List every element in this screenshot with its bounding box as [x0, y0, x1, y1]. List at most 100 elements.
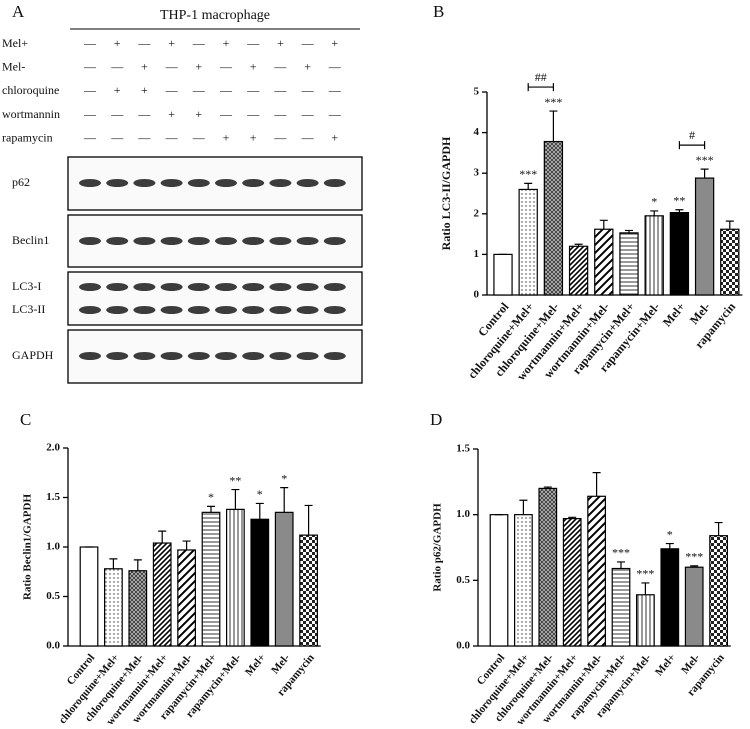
panel-label: A [12, 2, 25, 21]
condition-mark: — [219, 59, 233, 73]
significance: *** [636, 567, 654, 581]
band [296, 352, 319, 360]
band [215, 283, 237, 291]
error-bar [304, 504, 313, 536]
bar [669, 211, 690, 296]
condition-mark: — [83, 36, 97, 50]
band [79, 352, 101, 360]
panel-label: B [433, 2, 444, 21]
condition-mark: — [246, 36, 260, 50]
condition-mark: — [165, 83, 179, 97]
condition-mark: + [195, 59, 202, 73]
error-bar [549, 110, 558, 142]
bar [226, 508, 245, 647]
bar [709, 535, 728, 647]
band [242, 352, 265, 360]
error-bar [280, 487, 289, 513]
y-tick-label: 0.0 [46, 640, 60, 652]
condition-mark: + [331, 131, 338, 145]
error-bar [650, 210, 659, 216]
band [242, 283, 265, 291]
significance: *** [685, 550, 703, 564]
band [269, 283, 292, 291]
band [187, 352, 210, 360]
condition-mark: + [250, 131, 257, 145]
bar [694, 177, 715, 296]
band [160, 283, 183, 291]
y-tick-label: 1 [474, 248, 480, 260]
significance: * [257, 487, 263, 501]
significance: *** [519, 167, 537, 181]
band [296, 179, 319, 187]
error-bar [568, 516, 577, 519]
y-tick-label: 1.0 [456, 508, 470, 520]
condition-mark: — [246, 83, 260, 97]
condition-label: rapamycin [2, 131, 53, 145]
y-axis-label: Ratio LC3-II/GAPDH [439, 136, 453, 250]
error-bar [543, 486, 552, 489]
bar [514, 514, 533, 647]
condition-mark: + [250, 59, 257, 73]
error-bar [574, 243, 583, 247]
y-axis-label: Ratio Beclin1/GAPDH [22, 494, 34, 600]
y-tick-label: 0.0 [456, 640, 470, 652]
error-bar [690, 565, 699, 568]
bar [660, 548, 680, 647]
band [106, 283, 129, 291]
bar [594, 228, 614, 296]
condition-mark: + [141, 83, 148, 97]
condition-mark: — [301, 36, 315, 50]
condition-mark: — [328, 59, 342, 73]
bar [201, 511, 221, 647]
band [160, 179, 183, 187]
bar [543, 140, 564, 296]
band [269, 179, 292, 187]
bar [619, 232, 639, 296]
error-bar [592, 472, 601, 497]
y-tick-label: 2 [474, 207, 480, 219]
condition-mark: — [137, 131, 151, 145]
band [160, 306, 183, 314]
band [187, 237, 210, 245]
error-bar [675, 209, 684, 213]
condition-mark: + [168, 107, 175, 121]
condition-mark: — [192, 36, 206, 50]
band-label: Beclin1 [12, 233, 49, 247]
band [187, 283, 210, 291]
bracket [678, 141, 706, 150]
significance: ** [229, 473, 241, 487]
condition-label: Mel+ [2, 36, 28, 50]
bar [518, 188, 538, 296]
bar [562, 518, 582, 647]
condition-mark: — [137, 107, 151, 121]
significance: * [208, 490, 214, 504]
condition-mark: — [110, 131, 124, 145]
condition-mark: — [301, 83, 315, 97]
significance: ** [673, 193, 685, 207]
bar [299, 534, 318, 647]
condition-mark: — [137, 36, 151, 50]
bar [250, 518, 270, 647]
significance: *** [696, 153, 714, 167]
condition-mark: + [223, 131, 230, 145]
condition-mark: + [277, 36, 284, 50]
error-bar [714, 521, 723, 536]
bracket-label: # [689, 128, 695, 142]
condition-mark: — [273, 131, 287, 145]
band [296, 283, 319, 291]
band [215, 179, 237, 187]
error-bar [231, 488, 240, 510]
band [106, 237, 129, 245]
band-label: LC3-I [12, 279, 41, 293]
panel-label: C [20, 410, 31, 429]
band-label: LC3-II [12, 302, 45, 316]
band [242, 237, 265, 245]
y-tick-label: 1.5 [456, 443, 470, 455]
band [296, 237, 319, 245]
band [323, 179, 346, 187]
error-bar [665, 542, 674, 549]
condition-mark: — [192, 131, 206, 145]
error-bar [599, 219, 608, 230]
condition-mark: — [83, 131, 97, 145]
